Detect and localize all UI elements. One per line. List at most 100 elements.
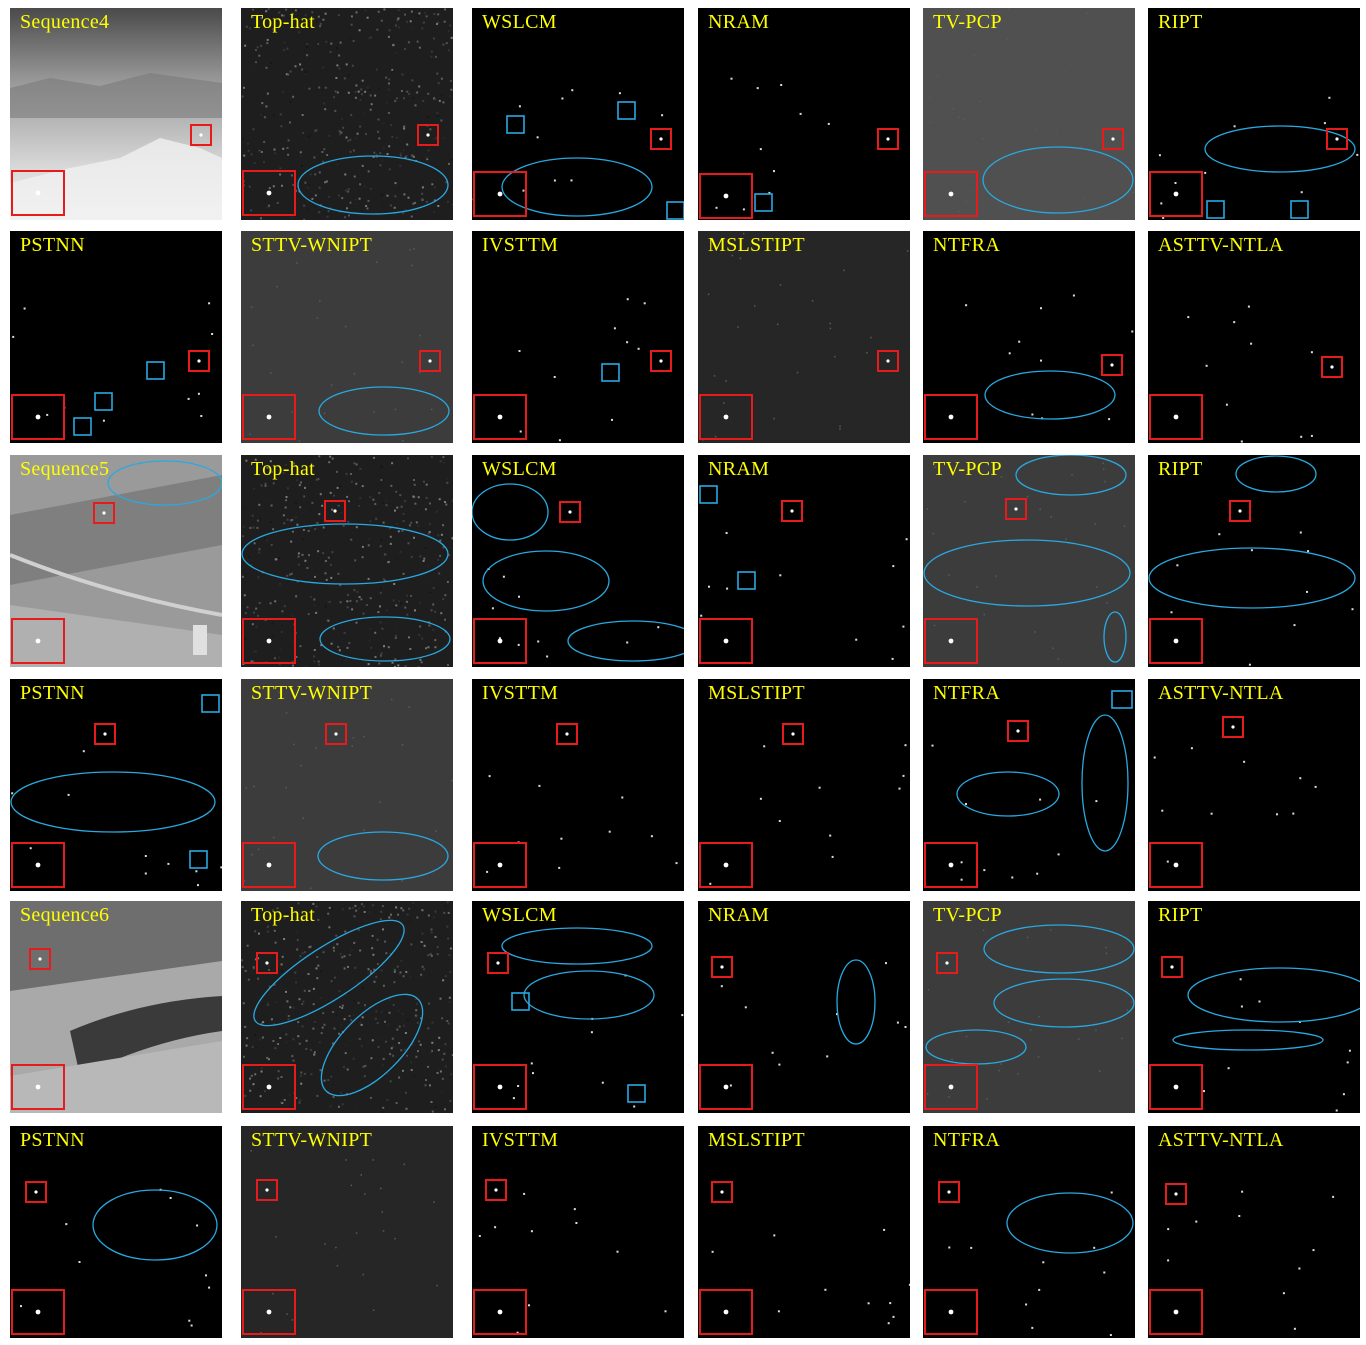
- target-zoom-inset: [242, 618, 296, 664]
- target-dot: [1231, 725, 1235, 729]
- panel-title: NRAM: [708, 11, 770, 33]
- panel-image: [698, 679, 910, 891]
- target-box: [650, 128, 672, 150]
- target-dot: [426, 133, 430, 137]
- panel-title: RIPT: [1158, 904, 1203, 926]
- target-zoom-inset: [699, 173, 753, 219]
- target-dot-zoomed: [266, 862, 272, 868]
- target-dot-zoomed: [266, 414, 272, 420]
- panel-image: [1148, 1126, 1360, 1338]
- result-panel: ASTTV-NTLA: [1148, 231, 1360, 443]
- panel-title: NTFRA: [933, 1129, 1001, 1151]
- panel-image: [923, 1126, 1135, 1338]
- panel-image: [241, 231, 453, 443]
- panel-image: [241, 8, 453, 220]
- panel-image: [698, 8, 910, 220]
- target-dot-zoomed: [35, 1084, 41, 1090]
- target-box: [419, 350, 441, 372]
- result-panel: PSTNN: [10, 231, 222, 443]
- false-alarm-box: [506, 115, 525, 134]
- panel-title: ASTTV-NTLA: [1158, 682, 1284, 704]
- panel-title: RIPT: [1158, 458, 1203, 480]
- target-box: [93, 502, 115, 524]
- result-panel: Sequence4: [10, 8, 222, 220]
- target-box: [559, 501, 581, 523]
- result-panel: TV-PCP: [923, 455, 1135, 667]
- target-zoom-inset: [11, 1064, 65, 1110]
- target-zoom-inset: [699, 394, 753, 440]
- panel-title: NTFRA: [933, 234, 1001, 256]
- target-dot-zoomed: [35, 190, 41, 196]
- false-alarm-box: [737, 571, 756, 590]
- target-box: [556, 723, 578, 745]
- target-zoom-inset: [924, 394, 978, 440]
- result-panel: PSTNN: [10, 679, 222, 891]
- target-dot-zoomed: [948, 1084, 954, 1090]
- clutter-region-ellipse: [297, 155, 449, 215]
- panel-title: STTV-WNIPT: [251, 682, 373, 704]
- result-panel: WSLCM: [472, 901, 684, 1113]
- panel-title: IVSTTM: [482, 682, 559, 704]
- target-dot-zoomed: [1173, 191, 1179, 197]
- clutter-region-ellipse: [317, 831, 449, 881]
- target-zoom-inset: [924, 618, 978, 664]
- clutter-region-ellipse: [482, 550, 610, 612]
- target-zoom-inset: [924, 1289, 978, 1335]
- target-dot: [265, 961, 269, 965]
- clutter-region-ellipse: [1187, 967, 1360, 1023]
- panel-image: [241, 455, 453, 667]
- target-zoom-inset: [924, 171, 978, 217]
- target-dot: [659, 359, 663, 363]
- clutter-region-ellipse: [1015, 455, 1127, 496]
- clutter-region-ellipse: [993, 978, 1135, 1028]
- clutter-region-ellipse: [501, 927, 653, 965]
- clutter-region-ellipse: [10, 771, 216, 833]
- target-box: [1165, 1183, 1187, 1205]
- target-dot-zoomed: [266, 638, 272, 644]
- target-box: [781, 500, 803, 522]
- target-dot-zoomed: [723, 862, 729, 868]
- clutter-region-ellipse: [92, 1189, 218, 1261]
- target-box: [29, 948, 51, 970]
- panel-image: [698, 231, 910, 443]
- target-dot-zoomed: [266, 1084, 272, 1090]
- clutter-region-ellipse: [107, 460, 222, 506]
- false-alarm-box: [1111, 690, 1133, 709]
- panel-image: [472, 1126, 684, 1338]
- target-dot: [720, 965, 724, 969]
- result-panel: WSLCM: [472, 455, 684, 667]
- clutter-region-ellipse: [1081, 714, 1129, 852]
- target-dot: [199, 133, 203, 137]
- target-dot: [1174, 1192, 1178, 1196]
- target-box: [1326, 128, 1348, 150]
- target-dot: [947, 1190, 951, 1194]
- target-dot: [568, 510, 572, 514]
- panel-title: WSLCM: [482, 904, 557, 926]
- clutter-region-ellipse: [1103, 611, 1127, 663]
- panel-image: [472, 231, 684, 443]
- target-box: [190, 124, 212, 146]
- target-dot-zoomed: [948, 1309, 954, 1315]
- target-dot: [1014, 507, 1018, 511]
- target-dot-zoomed: [497, 1309, 503, 1315]
- panel-title: MSLSTIPT: [708, 1129, 805, 1151]
- target-zoom-inset: [1149, 1064, 1203, 1110]
- result-panel: MSLSTIPT: [698, 679, 910, 891]
- target-box: [877, 128, 899, 150]
- target-zoom-inset: [473, 1064, 527, 1110]
- clutter-region-ellipse: [1006, 1192, 1134, 1254]
- clutter-region-ellipse: [923, 539, 1131, 607]
- panel-image: [472, 455, 684, 667]
- clutter-region-ellipse: [318, 386, 450, 436]
- result-panel: NRAM: [698, 455, 910, 667]
- target-dot: [496, 961, 500, 965]
- panel-image: [10, 455, 222, 667]
- clutter-region-ellipse: [984, 370, 1116, 420]
- target-zoom-inset: [11, 170, 65, 216]
- target-dot-zoomed: [497, 191, 503, 197]
- target-dot: [38, 957, 42, 961]
- clutter-region-ellipse: [1235, 455, 1317, 493]
- result-panel: Top-hat: [241, 8, 453, 220]
- false-alarm-box: [601, 363, 620, 382]
